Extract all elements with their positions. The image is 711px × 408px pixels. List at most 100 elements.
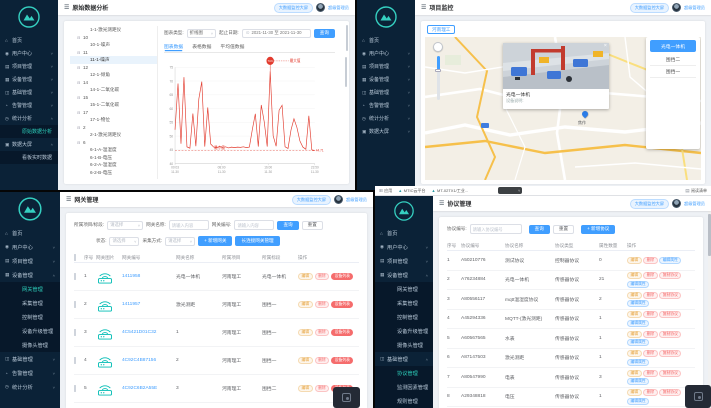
add-gateway-button[interactable]: + 新增网关 [198, 236, 233, 246]
sidebar-item[interactable]: ◔ 告警管理 ˅ [0, 99, 58, 112]
sidebar-item[interactable]: 监测因素管理 [375, 380, 433, 394]
tree-item[interactable]: 15-1-二氧化碳 [70, 101, 157, 109]
bigdata-screen-button[interactable]: 大数据监控大屏 [629, 198, 670, 209]
row-checkbox[interactable] [74, 357, 76, 364]
sidebar-item[interactable]: ▦ 设备管理 ˄ [375, 268, 433, 282]
tree-toggle-icon[interactable]: ⊟ [77, 49, 81, 55]
edit-button[interactable]: 编辑 [298, 301, 313, 308]
tree-toggle-icon[interactable]: ⊟ [77, 124, 81, 130]
copy-protocol-button[interactable]: 复制协议 [659, 369, 682, 377]
date-range-picker[interactable]: ⊙ 2021-11-30 至 2021-11-30 [241, 28, 311, 38]
tree-item[interactable]: ⊟ 14 [70, 79, 157, 87]
tree-item[interactable]: ⊟ 15 [70, 94, 157, 102]
edit-button[interactable]: 编辑 [627, 350, 642, 357]
tree-item[interactable]: 1-1-激光测距仪 [70, 26, 157, 34]
sidebar-item[interactable]: 原始数据分析 [0, 125, 58, 138]
reset-button[interactable]: 重置 [552, 224, 575, 234]
select-all-checkbox[interactable] [74, 254, 76, 261]
sidebar-item[interactable]: 协议管理 [375, 366, 433, 380]
edit-attributes-button[interactable]: 编辑属性 [627, 319, 650, 327]
tree-item[interactable]: 2-1-激光测距仪 [70, 131, 157, 139]
sidebar-item[interactable]: 看板实时数据 [0, 151, 58, 164]
gateway-code-link[interactable]: 4C92C4B87156 [122, 358, 157, 363]
device-list-button[interactable]: 设备列表 [331, 273, 354, 280]
bigdata-screen-button[interactable]: 大数据监控大屏 [291, 194, 332, 205]
tree-item[interactable]: 11-1-噪声 [70, 56, 157, 64]
tree-item[interactable]: 6-2-B-电压 [70, 169, 157, 177]
delete-button[interactable]: 删除 [314, 273, 330, 280]
device-list-item[interactable]: 围挡二 [650, 54, 696, 66]
bigdata-screen-button[interactable]: 大数据监控大屏 [629, 2, 670, 13]
tree-toggle-icon[interactable]: ⊟ [77, 109, 81, 115]
sidebar-item[interactable]: 网关管理 [0, 282, 60, 296]
gateway-code-link[interactable]: 1411958 [122, 274, 141, 279]
copy-protocol-button[interactable]: 复制协议 [659, 389, 682, 396]
sidebar-item[interactable]: 摄像头管理 [375, 338, 433, 352]
tree-toggle-icon[interactable]: ⊟ [77, 94, 81, 100]
bigdata-screen-button[interactable]: 大数据监控大屏 [273, 2, 314, 13]
sidebar-item[interactable]: ▣ 数据大屏 ˄ [0, 138, 58, 151]
sidebar-item[interactable]: 控制管理 [0, 310, 60, 324]
delete-button[interactable]: 删除 [314, 301, 330, 308]
user-avatar[interactable] [672, 199, 682, 208]
user-avatar[interactable] [334, 195, 344, 204]
sidebar-item[interactable]: ⌂ 首页 [375, 226, 433, 240]
copy-protocol-button[interactable]: 复制协议 [659, 272, 682, 279]
edit-attributes-button[interactable]: 编辑属性 [627, 300, 650, 307]
edit-button[interactable]: 编辑 [627, 311, 642, 318]
reset-button[interactable]: 重置 [301, 220, 323, 230]
sidebar-item[interactable]: ◫ 基础管理 ˄ [375, 352, 433, 366]
tree-item[interactable]: 6-2-A-温湿度 [70, 161, 157, 169]
tab[interactable]: 图表数据 [164, 45, 184, 50]
edit-button[interactable]: 编辑 [298, 329, 313, 336]
edit-button[interactable]: 编辑 [298, 273, 313, 280]
tree-item[interactable]: 17-1-物位 [70, 116, 157, 124]
gateway-code-input[interactable] [234, 220, 275, 230]
tree-item[interactable]: ⊟ 11 [70, 49, 157, 57]
reading-list-button[interactable]: ▤ 阅读清单 [685, 187, 707, 193]
edit-attributes-button[interactable]: 编辑属性 [627, 378, 650, 385]
gateway-name-input[interactable] [168, 220, 209, 230]
sidebar-item[interactable]: 网关管理 [375, 282, 433, 296]
device-list-item[interactable]: 围挡一 [650, 66, 696, 78]
gateway-code-link[interactable]: 1411957 [122, 302, 141, 307]
add-protocol-button[interactable]: + 新增协议 [581, 224, 616, 234]
tree-item[interactable]: ⊟ 17 [70, 109, 157, 117]
delete-button[interactable]: 删除 [314, 357, 330, 364]
row-checkbox[interactable] [74, 273, 76, 280]
sidebar-item[interactable]: 摄像头管理 [0, 338, 60, 352]
copy-protocol-button[interactable]: 复制协议 [659, 291, 682, 299]
user-name[interactable]: 超级管理员 [328, 4, 349, 10]
edit-button[interactable]: 编辑 [298, 385, 313, 392]
row-checkbox[interactable] [74, 385, 76, 392]
search-button[interactable]: 查询 [277, 220, 299, 230]
copy-protocol-button[interactable]: 复制协议 [659, 330, 682, 338]
sidebar-item[interactable]: 规则管理 [375, 394, 433, 408]
sidebar-item[interactable]: ◔ 告警管理 ˅ [0, 366, 60, 380]
delete-button[interactable]: 删除 [643, 369, 658, 377]
sidebar-item[interactable]: 设备升级管理 [0, 324, 60, 338]
edit-attributes-button[interactable]: 编辑属性 [627, 280, 650, 288]
gateway-code-link[interactable]: 4C92C6B2A55E [122, 386, 158, 391]
search-button[interactable]: 查询 [528, 224, 550, 234]
edit-button[interactable]: 编辑 [627, 389, 642, 396]
edit-attributes-button[interactable]: 编辑属性 [627, 358, 650, 366]
tree-item[interactable]: 6-1-A-温湿度 [70, 146, 157, 154]
delete-button[interactable]: 删除 [643, 311, 658, 318]
device-list-button[interactable]: 设备列表 [331, 357, 354, 364]
sidebar-item[interactable]: ▤ 项目管理 ˅ [375, 254, 433, 268]
sidebar-item[interactable]: ◉ 用户中心 ˅ [0, 47, 58, 60]
tree-item[interactable]: ⊟ 6 [70, 139, 157, 147]
tree-item[interactable]: ⊟ 10 [70, 34, 157, 42]
tree-toggle-icon[interactable]: ⊟ [77, 64, 81, 70]
sidebar-item[interactable]: ◷ 统计分析 ˅ [0, 380, 60, 394]
sidebar-item[interactable]: ◉ 用户中心 ˅ [357, 47, 415, 60]
edit-button[interactable]: 编辑 [627, 291, 642, 299]
delete-button[interactable]: 删除 [643, 389, 658, 396]
tree-item[interactable]: 12-1-倾角 [70, 71, 157, 79]
map-zoom-slider[interactable] [435, 56, 441, 100]
delete-button[interactable]: 删除 [643, 330, 658, 338]
sidebar-item[interactable]: ▦ 设备管理 ˄ [0, 268, 60, 282]
edit-button[interactable]: 编辑 [627, 369, 642, 377]
protocol-code-input[interactable] [469, 224, 522, 234]
